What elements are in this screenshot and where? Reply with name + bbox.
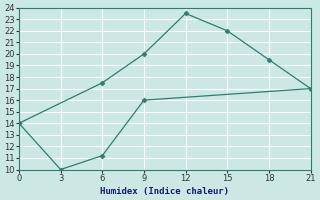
X-axis label: Humidex (Indice chaleur): Humidex (Indice chaleur): [100, 187, 229, 196]
